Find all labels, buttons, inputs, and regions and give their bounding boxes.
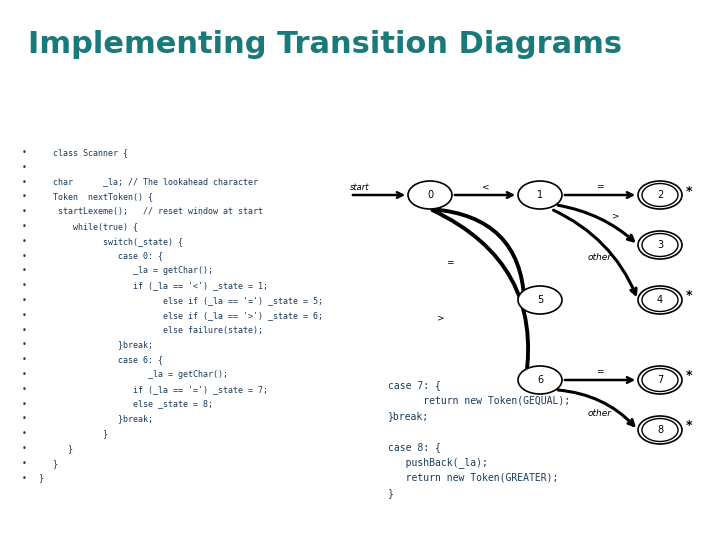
Text: •: • [22, 429, 27, 438]
Text: if (_la == '<') _state = 1;: if (_la == '<') _state = 1; [38, 281, 268, 290]
Text: •: • [22, 474, 27, 483]
Text: •: • [22, 281, 27, 290]
Text: •: • [22, 222, 27, 231]
Text: •: • [22, 385, 27, 394]
Text: switch(_state) {: switch(_state) { [38, 237, 183, 246]
Text: }: } [38, 459, 58, 468]
Text: Implementing Transition Diagrams: Implementing Transition Diagrams [28, 30, 622, 59]
Text: }: } [38, 444, 73, 453]
Text: }break;: }break; [38, 414, 153, 423]
Text: *: * [686, 289, 693, 302]
Text: •: • [22, 296, 27, 305]
Text: }: } [38, 429, 108, 438]
Text: >: > [611, 212, 618, 220]
Text: pushBack(_la);: pushBack(_la); [388, 457, 488, 468]
Ellipse shape [638, 286, 682, 314]
Text: 4: 4 [657, 295, 663, 305]
Text: •: • [22, 340, 27, 349]
Text: }: } [388, 489, 394, 498]
Text: =: = [596, 368, 604, 376]
Text: _la = getChar();: _la = getChar(); [38, 370, 228, 379]
Text: •: • [22, 163, 27, 172]
Text: •: • [22, 266, 27, 275]
Ellipse shape [638, 231, 682, 259]
Text: startLexeme();   // reset window at start: startLexeme(); // reset window at start [38, 207, 263, 216]
Text: 3: 3 [657, 240, 663, 250]
Text: •: • [22, 192, 27, 201]
Text: }break;: }break; [388, 411, 429, 421]
Text: >: > [436, 313, 444, 322]
Ellipse shape [638, 416, 682, 444]
Text: <: < [481, 183, 489, 192]
Text: return new Token(GEQUAL);: return new Token(GEQUAL); [388, 395, 570, 406]
Text: 2: 2 [657, 190, 663, 200]
Text: •: • [22, 400, 27, 409]
Text: =: = [596, 183, 604, 192]
Text: •: • [22, 148, 27, 157]
Text: •: • [22, 311, 27, 320]
Text: •: • [22, 252, 27, 261]
Ellipse shape [408, 181, 452, 209]
Text: other: other [588, 253, 612, 262]
Text: *: * [686, 420, 693, 433]
Ellipse shape [518, 366, 562, 394]
Text: 6: 6 [537, 375, 543, 385]
Text: _la = getChar();: _la = getChar(); [38, 266, 213, 275]
Text: return new Token(GREATER);: return new Token(GREATER); [388, 473, 559, 483]
Text: =: = [446, 258, 454, 267]
Text: char      _la; // The lookahead character: char _la; // The lookahead character [38, 178, 258, 187]
Text: case 7: {: case 7: { [388, 380, 441, 390]
Text: •: • [22, 178, 27, 187]
Text: }: } [38, 474, 43, 483]
Text: •: • [22, 370, 27, 379]
Text: else failure(state);: else failure(state); [38, 326, 263, 335]
Text: case 8: {: case 8: { [388, 442, 441, 452]
Text: while(true) {: while(true) { [38, 222, 138, 231]
Text: case 6: {: case 6: { [38, 355, 163, 364]
Text: •: • [22, 207, 27, 216]
Ellipse shape [638, 366, 682, 394]
Text: 8: 8 [657, 425, 663, 435]
Text: •: • [22, 444, 27, 453]
Text: other: other [588, 408, 612, 417]
Text: if (_la == '=') _state = 7;: if (_la == '=') _state = 7; [38, 385, 268, 394]
Text: else _state = 8;: else _state = 8; [38, 400, 213, 409]
Text: •: • [22, 326, 27, 335]
Text: class Scanner {: class Scanner { [38, 148, 128, 157]
Text: else if (_la == '>') _state = 6;: else if (_la == '>') _state = 6; [38, 311, 323, 320]
Text: *: * [686, 369, 693, 382]
Text: }break;: }break; [38, 340, 153, 349]
Text: Token  nextToken() {: Token nextToken() { [38, 192, 153, 201]
Text: 1: 1 [537, 190, 543, 200]
Ellipse shape [518, 181, 562, 209]
Text: *: * [686, 185, 693, 198]
Text: start: start [350, 183, 370, 192]
Text: •: • [22, 459, 27, 468]
Ellipse shape [638, 181, 682, 209]
Text: else if (_la == '=') _state = 5;: else if (_la == '=') _state = 5; [38, 296, 323, 305]
Text: •: • [22, 414, 27, 423]
Text: 5: 5 [537, 295, 543, 305]
Text: 7: 7 [657, 375, 663, 385]
Text: 0: 0 [427, 190, 433, 200]
Text: •: • [22, 237, 27, 246]
Ellipse shape [518, 286, 562, 314]
Text: •: • [22, 355, 27, 364]
Text: case 0: {: case 0: { [38, 252, 163, 261]
